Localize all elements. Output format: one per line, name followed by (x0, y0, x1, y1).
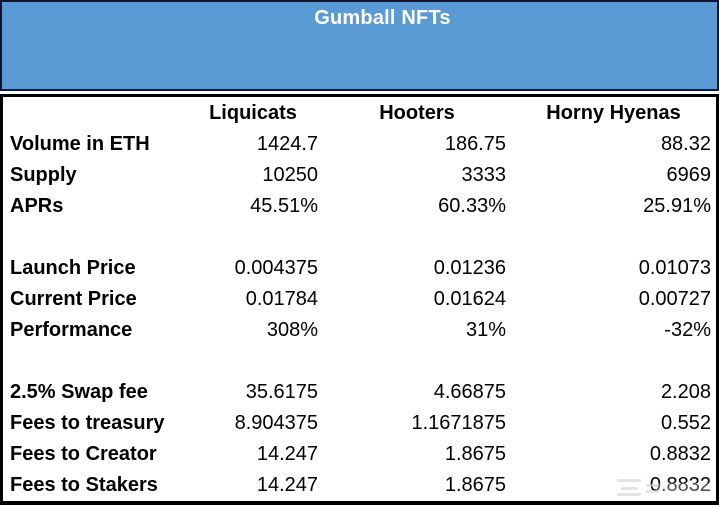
row-label: Current Price (10, 287, 137, 310)
spacer-row (3, 221, 716, 252)
row-label: APRs (10, 194, 64, 217)
table-cell: 1.8675 (444, 443, 506, 466)
corner-cell (3, 97, 183, 128)
table-cell: 35.6175 (245, 381, 318, 404)
table-cell: 45.51% (250, 194, 318, 217)
table-cell: 0.01784 (245, 287, 318, 310)
row-label: Performance (10, 319, 133, 342)
table-cell: 1424.7 (256, 132, 318, 155)
table-cell: 0.01236 (433, 256, 506, 279)
page-title: Gumball NFTs (314, 7, 451, 29)
table-cell: 4.66875 (433, 381, 506, 404)
table-cell: 1.8675 (444, 474, 506, 497)
row-label: Fees to Creator (10, 443, 157, 466)
row-label: Supply (10, 163, 77, 186)
table-cell: 14.247 (256, 443, 318, 466)
column-header-liquicats: Liquicats (209, 101, 297, 124)
table-cell: -32% (664, 319, 711, 342)
spacer-row (3, 346, 716, 377)
table-cell: 0.01073 (638, 256, 711, 279)
table-cell: 60.33% (438, 194, 506, 217)
table-cell: 186.75 (444, 132, 506, 155)
table-cell: 0.004375 (234, 256, 318, 279)
table-cell: 31% (465, 319, 506, 342)
table-cell: 0.552 (660, 412, 711, 435)
table-cell: 3333 (461, 163, 507, 186)
column-header-hooters: Hooters (379, 101, 455, 124)
table-cell: 14.247 (256, 474, 318, 497)
column-header-horny-hyenas: Horny Hyenas (546, 101, 681, 124)
row-label: Volume in ETH (10, 132, 150, 155)
table-cell: 6969 (666, 163, 712, 186)
row-label: Fees to Stakers (10, 474, 158, 497)
table-cell: 88.32 (660, 132, 711, 155)
row-label: 2.5% Swap fee (10, 381, 148, 404)
table-cell: 0.01624 (433, 287, 506, 310)
data-table: Liquicats Hooters Horny Hyenas Volume in… (0, 94, 719, 505)
table-cell: 1.1671875 (411, 412, 506, 435)
table-cell: 10250 (262, 163, 318, 186)
table-cell: 8.904375 (234, 412, 318, 435)
table-cell: 0.8832 (649, 474, 711, 497)
row-label: Launch Price (10, 256, 136, 279)
row-label: Fees to treasury (10, 412, 165, 435)
table-cell: 308% (266, 319, 318, 342)
table-cell: 2.208 (660, 381, 711, 404)
table-cell: 0.00727 (638, 287, 711, 310)
table-cell: 25.91% (643, 194, 711, 217)
table-cell: 0.8832 (649, 443, 711, 466)
title-banner: Gumball NFTs (0, 0, 719, 91)
